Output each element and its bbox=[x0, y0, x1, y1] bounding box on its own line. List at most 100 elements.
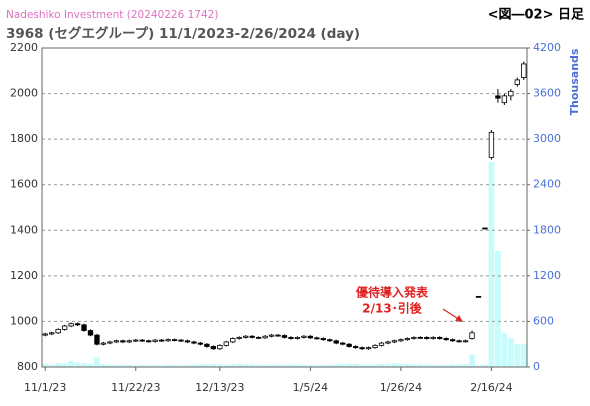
candle-body bbox=[378, 342, 385, 346]
candle-body bbox=[165, 339, 171, 342]
candle-body bbox=[417, 336, 423, 339]
volume-bar bbox=[249, 364, 256, 367]
volume-bar bbox=[236, 363, 243, 367]
volume-bar bbox=[100, 363, 107, 367]
candle-body bbox=[139, 339, 145, 342]
candle-body bbox=[255, 336, 262, 339]
volume-bar bbox=[165, 364, 172, 367]
plot-frame bbox=[41, 47, 528, 368]
y2-tick-label: 4200 bbox=[533, 41, 561, 54]
candle-body bbox=[107, 341, 113, 344]
candle-body bbox=[495, 95, 501, 99]
y-tick-label: 1600 bbox=[10, 178, 38, 191]
candle-body bbox=[359, 347, 365, 350]
candle-body bbox=[275, 334, 281, 337]
volume-bar bbox=[42, 363, 49, 367]
candle-body bbox=[391, 340, 398, 343]
volume-bar bbox=[152, 365, 159, 367]
volume-bar bbox=[132, 365, 139, 367]
volume-bar bbox=[520, 344, 527, 367]
volume-bar bbox=[326, 364, 333, 367]
candle-body bbox=[281, 335, 288, 338]
x-tick-label: 1/5/24 bbox=[293, 381, 328, 394]
chart-subtitle: 3968 (セグエグループ) 11/1/2023-2/26/2024 (day) bbox=[6, 25, 360, 42]
candle-body bbox=[146, 340, 152, 343]
annotation: 優待導入発表 bbox=[355, 285, 429, 300]
candle-body bbox=[521, 63, 527, 79]
volume-bar bbox=[365, 364, 372, 367]
volume-bar bbox=[119, 364, 126, 367]
candle-body bbox=[87, 330, 94, 336]
candle-body bbox=[437, 336, 443, 339]
volume-bar bbox=[352, 363, 359, 367]
y2-tick-label: 2400 bbox=[533, 178, 561, 191]
volume-bar bbox=[242, 364, 249, 367]
candle-body bbox=[430, 336, 436, 339]
volume-bar bbox=[462, 363, 469, 367]
annotation: 2/13･引後 bbox=[362, 301, 422, 316]
volume-bar bbox=[268, 364, 275, 367]
candle-body bbox=[411, 336, 417, 339]
volume-bar bbox=[488, 161, 495, 367]
y2-axis-label: Thousands bbox=[568, 48, 581, 115]
x-tick-label: 1/26/24 bbox=[380, 381, 422, 394]
volume-bar bbox=[216, 364, 223, 367]
candle-body bbox=[320, 338, 326, 341]
candle-body bbox=[307, 335, 314, 339]
volume-bar bbox=[87, 363, 94, 367]
volume-bar bbox=[397, 363, 404, 367]
candle-body bbox=[482, 227, 488, 230]
volume-bar bbox=[139, 365, 146, 367]
candle-body bbox=[42, 333, 48, 336]
volume-bar bbox=[229, 363, 236, 367]
volume-bar bbox=[223, 364, 230, 367]
volume-bar bbox=[145, 365, 152, 367]
y2-tick-label: 1200 bbox=[533, 269, 561, 282]
volume-bar bbox=[307, 365, 314, 367]
candle-body bbox=[514, 79, 520, 85]
candle-body bbox=[508, 90, 514, 97]
candle-body bbox=[74, 323, 81, 326]
candle-body bbox=[352, 346, 359, 349]
candle-body bbox=[501, 95, 508, 104]
y-tick-label: 2000 bbox=[10, 87, 38, 100]
volume-bar bbox=[436, 364, 443, 367]
volume-bar bbox=[191, 364, 197, 367]
volume-bar bbox=[410, 364, 417, 367]
volume-bar bbox=[113, 365, 120, 367]
volume-bar bbox=[391, 363, 398, 367]
volume-bar bbox=[184, 365, 191, 367]
candle-body bbox=[404, 338, 411, 341]
volume-bar bbox=[333, 364, 340, 367]
candle-body bbox=[81, 324, 87, 331]
candle-body bbox=[184, 340, 191, 343]
volume-bar bbox=[178, 365, 184, 367]
volume-bar bbox=[197, 364, 204, 367]
candle-body bbox=[372, 344, 378, 349]
candle-body bbox=[327, 339, 333, 342]
candle-body bbox=[449, 339, 456, 342]
grid-layer bbox=[42, 47, 527, 368]
candle-body bbox=[456, 340, 462, 343]
y2-tick-label: 3600 bbox=[533, 87, 561, 100]
volume-bar bbox=[501, 332, 508, 367]
volume-bar bbox=[385, 363, 391, 367]
x-tick-label: 2/16/24 bbox=[470, 381, 512, 394]
volume-bar bbox=[456, 364, 463, 367]
candle-body bbox=[294, 336, 301, 339]
candle-body bbox=[61, 325, 68, 330]
volume-bar bbox=[61, 363, 68, 367]
volume-bar bbox=[94, 357, 100, 367]
candle-body bbox=[210, 346, 217, 350]
candle-body bbox=[171, 339, 178, 342]
candle-body bbox=[230, 338, 236, 343]
candle-body bbox=[249, 335, 255, 338]
y-tick-label: 1800 bbox=[10, 132, 38, 145]
y-tick-label: 1200 bbox=[10, 269, 38, 282]
volume-bar bbox=[203, 363, 210, 367]
y-tick-label: 1000 bbox=[10, 314, 38, 327]
candle-body bbox=[424, 336, 430, 339]
candle-body bbox=[191, 341, 197, 344]
volume-bar bbox=[313, 365, 320, 367]
